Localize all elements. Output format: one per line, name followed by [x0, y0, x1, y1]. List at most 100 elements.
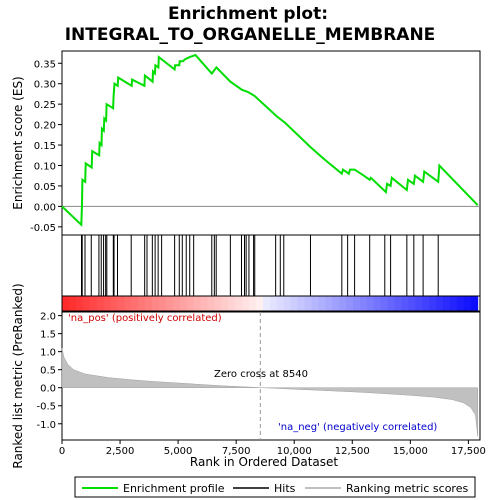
rank-bar-segment [346, 296, 354, 311]
rank-bar-segment [214, 296, 222, 311]
es-y-tick-label: 0.20 [34, 121, 56, 132]
es-panel-frame [61, 50, 481, 236]
metric-y-tick-label: -1.0 [36, 420, 56, 431]
metric-panel-frame [61, 311, 481, 441]
rank-bar-segment [138, 296, 146, 311]
rank-bar-segment [110, 296, 118, 311]
rank-bar-segment [103, 296, 111, 311]
x-tick-label: 2,500 [106, 446, 135, 457]
rank-bar-segment [62, 296, 70, 311]
es-y-tick-label: 0.30 [34, 80, 56, 91]
rank-bar-segment [269, 296, 278, 311]
rank-bar-segment [304, 296, 312, 311]
rank-bar-segment [366, 296, 375, 311]
rank-bar-segment [339, 296, 347, 311]
rank-bar-segment [96, 296, 105, 311]
rank-bar-segment [394, 296, 402, 311]
rank-bar-segment [436, 296, 444, 311]
rank-bar-segment [249, 296, 257, 311]
rank-bar-segment [200, 296, 208, 311]
metric-y-tick-label: 0.5 [40, 366, 56, 377]
rank-bar-segment [179, 296, 188, 311]
rank-bar-segment [228, 296, 236, 311]
rank-color-bar [61, 295, 481, 312]
rank-bar-segment [193, 296, 202, 311]
rank-bar-segment [318, 296, 326, 311]
es-y-tick-label: 0.05 [34, 182, 56, 193]
rank-bar-segment [221, 296, 229, 311]
rank-bar-segment [290, 296, 299, 311]
rank-bar-segment [415, 296, 423, 311]
ranking-metric-area [61, 348, 478, 437]
x-tick-label: 0 [59, 446, 65, 457]
hits-panel-frame [61, 234, 481, 297]
es-y-tick-label: 0.35 [34, 59, 56, 70]
rank-bar-segment [297, 296, 305, 311]
zero-cross-label: Zero cross at 8540 [214, 369, 308, 380]
metric-y-tick-label: 2.0 [40, 312, 56, 323]
es-y-tick-label: 0.25 [34, 100, 56, 111]
rank-bar-segment [165, 296, 174, 311]
x-tick-label: 7,500 [222, 446, 251, 457]
rank-bar-segment [408, 296, 416, 311]
metric-y-tick-label: 1.5 [40, 330, 56, 341]
metric-y-tick-label: 1.0 [40, 348, 56, 359]
rank-bar-segment [352, 296, 361, 311]
rank-bar-segment [124, 296, 132, 311]
rank-bar-segment [311, 296, 319, 311]
rank-bar-segment [75, 296, 84, 311]
x-tick-label: 15,000 [393, 446, 428, 457]
rank-bar-segment [276, 296, 285, 311]
rank-bar-segment [242, 296, 250, 311]
x-tick-label: 5,000 [164, 446, 193, 457]
rank-bar-segment [332, 296, 340, 311]
es-y-tick-label: 0.15 [34, 141, 56, 152]
rank-bar-segment [456, 296, 465, 311]
metric-y-axis: -1.0 -0.5 0.0 0.5 1.0 1.5 2.0 [36, 312, 62, 431]
rank-bar-segment [235, 296, 243, 311]
rank-bar-segment [283, 296, 292, 311]
chart-title-line2: INTEGRAL_TO_ORGANELLE_MEMBRANE [65, 25, 436, 45]
rank-bar-segment [262, 296, 271, 311]
rank-bar-segment [152, 296, 160, 311]
rank-bar-segment [117, 296, 125, 311]
metric-y-axis-label: Ranked list metric (PreRanked) [11, 283, 25, 468]
rank-bar-segment [325, 296, 333, 311]
legend-enrichment-label: Enrichment profile [123, 482, 225, 495]
rank-bar-segment [131, 296, 139, 311]
rank-bar-segment [172, 296, 181, 311]
rank-bar-segment [82, 296, 91, 311]
legend-metric-label: Ranking metric scores [346, 482, 468, 495]
rank-bar-segment [145, 296, 153, 311]
legend-hits-label: Hits [274, 482, 296, 495]
rank-bar-segment [401, 296, 409, 311]
es-y-axis: -0.05 0.00 0.05 0.10 0.15 0.20 0.25 0.30 0.35 [30, 59, 62, 234]
chart-title-line1: Enrichment plot: [168, 4, 328, 24]
rank-bar-segment [373, 296, 382, 311]
rank-bar-segment [158, 296, 167, 311]
metric-x-axis: 0 2,500 5,000 7,500 10,000 12,500 15,000 17,500 [59, 440, 486, 457]
rank-bar-segment [470, 296, 479, 311]
rank-bar-segment [89, 296, 98, 311]
es-y-tick-label: 0.10 [34, 161, 56, 172]
es-y-tick-label: -0.05 [30, 223, 56, 234]
rank-bar-segment [68, 296, 77, 311]
x-tick-label: 17,500 [451, 446, 486, 457]
rank-bar-segment [387, 296, 396, 311]
legend-box [74, 476, 476, 498]
rank-bar-segment [443, 296, 451, 311]
hits-marks [81, 235, 439, 296]
rank-bar-segment [186, 296, 195, 311]
es-y-tick-label: 0.00 [34, 202, 56, 213]
rank-bar-segment [429, 296, 437, 311]
pos-correlated-label: 'na_pos' (positively correlated) [68, 313, 222, 324]
x-tick-label: 12,500 [335, 446, 370, 457]
es-y-axis-label: Enrichment score (ES) [11, 76, 25, 209]
x-axis-label: Rank in Ordered Dataset [190, 455, 338, 469]
metric-y-tick-label: -0.5 [36, 402, 56, 413]
neg-correlated-label: 'na_neg' (negatively correlated) [278, 422, 437, 433]
rank-bar-frame [61, 295, 481, 312]
x-tick-label: 10,000 [277, 446, 312, 457]
rank-bar-segment [463, 296, 472, 311]
